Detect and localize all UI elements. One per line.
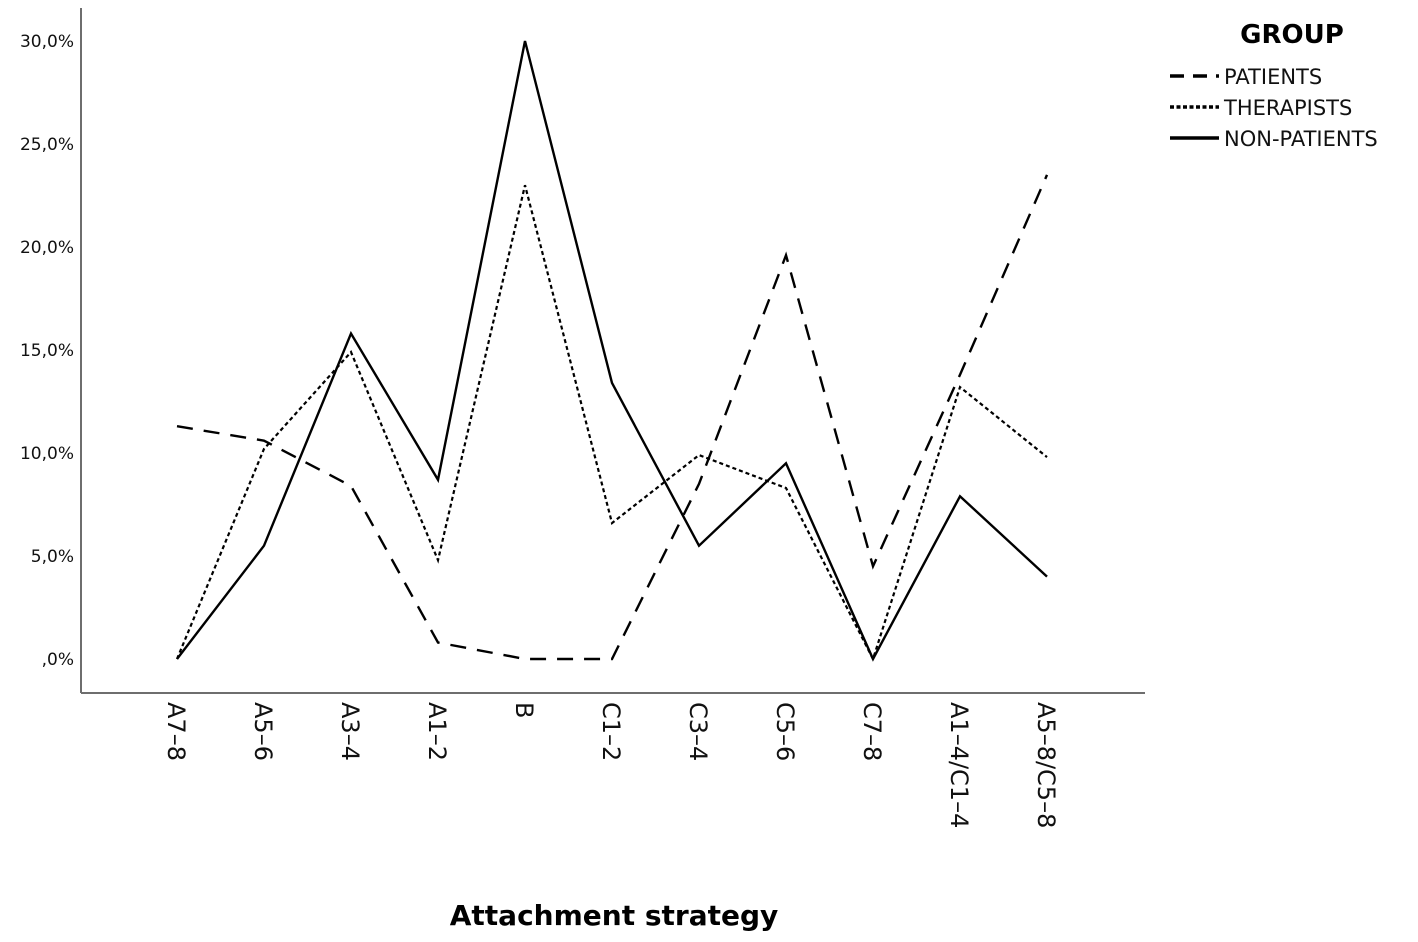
x-tick-label: A1–2	[423, 702, 451, 761]
legend-title: GROUP	[1240, 20, 1344, 50]
y-tick-label: 5,0%	[31, 547, 74, 567]
y-tick-label: 15,0%	[20, 341, 74, 361]
x-tick-label: A5–8/C5–8	[1032, 702, 1060, 828]
x-tick-label: A7–8	[162, 702, 190, 761]
x-tick-label: C3–4	[684, 702, 712, 761]
series-line-therapists	[175, 184, 1048, 662]
y-tick-label: 25,0%	[20, 135, 74, 155]
x-axis-title: Attachment strategy	[450, 899, 779, 932]
y-tick-label: 20,0%	[20, 238, 74, 258]
x-tick-label: C7–8	[858, 702, 886, 761]
x-tick-label: A3–4	[336, 702, 364, 761]
x-tick-label: A1–4/C1–4	[945, 702, 973, 828]
legend-label: NON-PATIENTS	[1224, 127, 1378, 151]
y-tick-label: ,0%	[42, 650, 74, 670]
series-line-non-patients	[176, 40, 1048, 662]
axes	[80, 8, 1145, 694]
x-tick-label: A5–6	[249, 702, 277, 761]
y-axis-ticks: ,0% 5,0% 10,0% 15,0% 20,0% 25,0% 30,0%	[20, 32, 74, 670]
y-tick-label: 10,0%	[20, 444, 74, 464]
x-tick-label: C5–6	[771, 702, 799, 761]
legend-label: THERAPISTS	[1223, 96, 1352, 120]
series-line-patients	[176, 174, 1049, 661]
legend: GROUP PATIENTS THERAPISTS NON-PATIENTS	[1170, 20, 1378, 151]
legend-label: PATIENTS	[1224, 65, 1322, 89]
x-tick-label: B	[510, 702, 538, 718]
y-tick-label: 30,0%	[20, 32, 74, 52]
series-lines	[175, 40, 1049, 662]
x-tick-label: C1–2	[597, 702, 625, 761]
x-axis-ticks: A7–8 A5–6 A3–4 A1–2 B C1–2 C3–4 C5–6 C7–8 A1–4/C1…	[162, 702, 1060, 828]
